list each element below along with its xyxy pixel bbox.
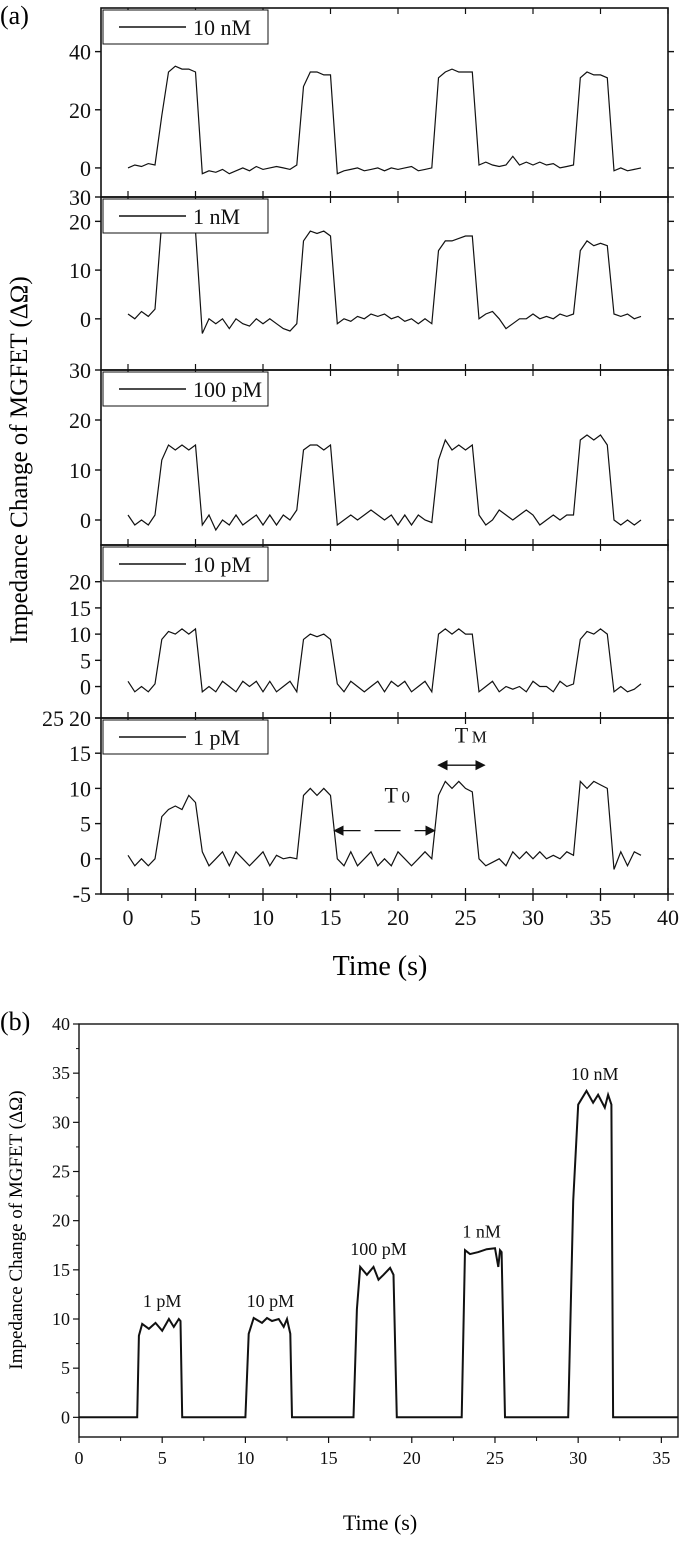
panel-a-ylabel: Impedance Change of MGFET (ΔΩ) bbox=[6, 276, 33, 643]
concentration-label: 1 nM bbox=[462, 1221, 501, 1241]
legend: 1 pM bbox=[102, 719, 269, 755]
y-tick-label: 20 bbox=[52, 1211, 70, 1231]
x-tick-label: 5 bbox=[190, 905, 201, 930]
y-tick-label: 0 bbox=[80, 675, 91, 700]
y-tick-label: 15 bbox=[69, 741, 91, 766]
y-tick-label: 30 bbox=[52, 1112, 70, 1132]
x-tick-label: 25 bbox=[455, 905, 477, 930]
y-tick-label: 30 bbox=[69, 358, 91, 383]
legend: 10 nM bbox=[102, 9, 269, 45]
x-tick-label: 20 bbox=[387, 905, 409, 930]
x-tick-label: 10 bbox=[236, 1448, 254, 1468]
y-tick-label: 20 bbox=[69, 570, 91, 595]
legend-label: 1 nM bbox=[193, 204, 240, 229]
y-tick-label: 10 bbox=[69, 458, 91, 483]
x-tick-label: 0 bbox=[75, 1448, 84, 1468]
legend: 10 pM bbox=[102, 546, 269, 582]
legend-label: 100 pM bbox=[193, 377, 262, 402]
concentration-label: 1 pM bbox=[143, 1291, 182, 1311]
legend-label: 10 nM bbox=[193, 15, 251, 40]
y-tick-label: -5 bbox=[73, 882, 91, 907]
y-tick-label: 20 bbox=[69, 209, 91, 234]
panel-b-ylabel: Impedance Change of MGFET (ΔΩ) bbox=[6, 1090, 27, 1369]
y-tick-label: 10 bbox=[52, 1309, 70, 1329]
annotation-sub: 0 bbox=[402, 787, 411, 806]
y-tick-label: 20 bbox=[69, 706, 91, 731]
plot-frame bbox=[78, 1023, 679, 1438]
y-tick-label: 40 bbox=[69, 40, 91, 65]
series-line-10-pm bbox=[127, 627, 642, 694]
y-tick-label: 20 bbox=[69, 408, 91, 433]
annotation-sub: M bbox=[472, 728, 487, 747]
y-tick-label: 10 bbox=[69, 622, 91, 647]
x-tick-label: 15 bbox=[320, 1448, 338, 1468]
subplot-frame bbox=[100, 717, 669, 895]
y-tick-label: 0 bbox=[80, 847, 91, 872]
panel-b-xlabel: Time (s) bbox=[343, 1510, 417, 1535]
concentration-label: 10 nM bbox=[571, 1064, 619, 1084]
y-tick-label: 0 bbox=[80, 156, 91, 181]
y-tick-label: 40 bbox=[52, 1014, 70, 1034]
series-line-100-pm bbox=[127, 434, 642, 532]
x-tick-label: 15 bbox=[320, 905, 342, 930]
concentration-label: 10 pM bbox=[247, 1291, 295, 1311]
x-tick-label: 0 bbox=[123, 905, 134, 930]
x-tick-label: 35 bbox=[652, 1448, 670, 1468]
subplot-10-nm: 0 20 40 10 nM bbox=[69, 7, 674, 198]
x-tick-label: 5 bbox=[158, 1448, 167, 1468]
y-tick-label: 10 bbox=[69, 776, 91, 801]
y-tick-label: 35 bbox=[52, 1063, 70, 1083]
x-tick-label: 40 bbox=[657, 905, 679, 930]
y-tick-label: 0 bbox=[80, 508, 91, 533]
series-line bbox=[79, 1088, 678, 1419]
y-tick-label: 0 bbox=[80, 307, 91, 332]
y-tick-label: 30 bbox=[69, 185, 91, 210]
y-tick-label: 5 bbox=[80, 648, 91, 673]
legend: 1 nM bbox=[102, 198, 269, 234]
x-tick-label: 30 bbox=[522, 905, 544, 930]
panel-b-label: (b) bbox=[0, 1007, 30, 1036]
y-tick-label: 10 bbox=[69, 258, 91, 283]
x-tick-label: 35 bbox=[590, 905, 612, 930]
legend-label: 1 pM bbox=[193, 725, 240, 750]
y-tick-label: 15 bbox=[69, 596, 91, 621]
y-tick-label: 5 bbox=[80, 812, 91, 837]
y-tick-label: 25 bbox=[52, 1162, 70, 1182]
subplot-100-pm: 0 10 20 30 100 pM bbox=[69, 358, 674, 546]
concentration-label: 100 pM bbox=[350, 1239, 407, 1259]
series-line-10-nm bbox=[127, 65, 642, 175]
annotation-main: T bbox=[455, 723, 469, 748]
y-tick-label: 25 bbox=[42, 706, 64, 731]
legend: 100 pM bbox=[102, 371, 269, 407]
series-line-1-nm bbox=[127, 220, 642, 334]
annotation-main: T bbox=[385, 782, 399, 807]
y-tick-label: 5 bbox=[61, 1358, 70, 1378]
panel-a-label: (a) bbox=[0, 1, 29, 30]
x-tick-label: 20 bbox=[403, 1448, 421, 1468]
y-tick-label: 15 bbox=[52, 1260, 70, 1280]
legend-label: 10 pM bbox=[193, 552, 251, 577]
y-tick-label: 0 bbox=[61, 1407, 70, 1427]
y-tick-label: 20 bbox=[69, 98, 91, 123]
panel-a-xlabel: Time (s) bbox=[333, 951, 428, 982]
x-tick-label: 10 bbox=[252, 905, 274, 930]
x-tick-label: 25 bbox=[486, 1448, 504, 1468]
x-tick-label: 30 bbox=[569, 1448, 587, 1468]
panel-b: 0 5 10 15 20 25 30 35 40 0 5 10 15 20 25 30 35 1 pM 10 pM 1… bbox=[52, 1014, 679, 1468]
series-line-1-pm bbox=[127, 780, 642, 870]
